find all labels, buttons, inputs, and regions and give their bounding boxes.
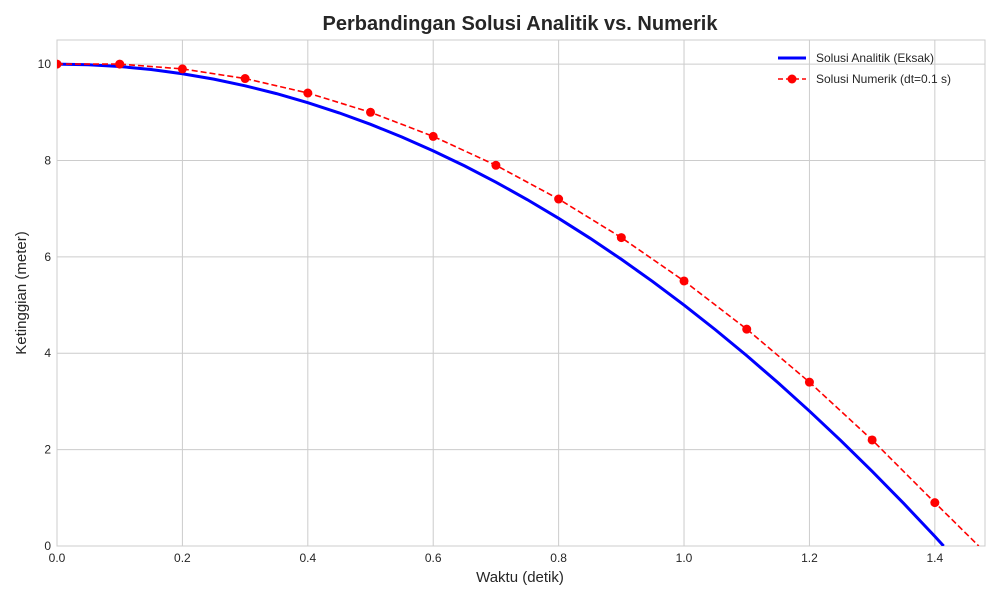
x-tick-label: 0.6: [425, 551, 442, 565]
plot-area: [57, 59, 980, 546]
data-point-numerik: [804, 377, 814, 387]
data-point-numerik: [554, 194, 564, 204]
data-point-numerik: [616, 233, 626, 243]
y-tick-label: 6: [44, 250, 51, 264]
legend-label-analitik: Solusi Analitik (Eksak): [816, 51, 934, 65]
x-tick-label: 0.0: [49, 551, 66, 565]
data-point-numerik: [115, 59, 125, 69]
data-point-numerik: [930, 498, 940, 508]
x-axis-label: Waktu (detik): [476, 569, 564, 586]
data-point-numerik: [303, 88, 313, 98]
legend-marker-numerik: [787, 74, 797, 84]
x-tick-label: 1.0: [676, 551, 693, 565]
x-tick-label: 0.2: [174, 551, 191, 565]
legend: Solusi Analitik (Eksak) Solusi Numerik (…: [778, 51, 951, 86]
x-tick-label: 1.2: [801, 551, 818, 565]
data-point-numerik: [742, 324, 752, 334]
y-tick-label: 2: [44, 443, 51, 457]
data-point-numerik: [679, 276, 689, 286]
series-line-numerik: [57, 63, 980, 546]
data-point-numerik: [491, 160, 501, 170]
y-tick-label: 10: [38, 57, 52, 71]
data-point-numerik: [57, 59, 62, 69]
data-point-numerik: [240, 74, 250, 84]
data-point-numerik: [428, 131, 438, 141]
y-tick-label: 4: [44, 346, 51, 360]
y-tick-label: 0: [44, 539, 51, 553]
x-axis-ticks: 0.0 0.2 0.4 0.6 0.8 1.0 1.2 1.4: [49, 551, 944, 565]
x-tick-label: 1.4: [926, 551, 943, 565]
y-tick-label: 8: [44, 153, 51, 167]
series-line-analitik: [57, 62, 945, 546]
grid: [56, 39, 986, 547]
legend-label-numerik: Solusi Numerik (dt=0.1 s): [816, 72, 951, 86]
x-tick-label: 0.4: [299, 551, 316, 565]
data-point-numerik: [366, 107, 376, 117]
chart-title: Perbandingan Solusi Analitik vs. Numerik: [323, 13, 719, 35]
data-point-numerik: [177, 64, 187, 74]
data-point-numerik: [867, 435, 877, 445]
y-axis-ticks: 0 2 4 6 8 10: [38, 57, 52, 553]
y-axis-label: Ketinggian (meter): [13, 231, 30, 354]
x-tick-label: 0.8: [550, 551, 567, 565]
